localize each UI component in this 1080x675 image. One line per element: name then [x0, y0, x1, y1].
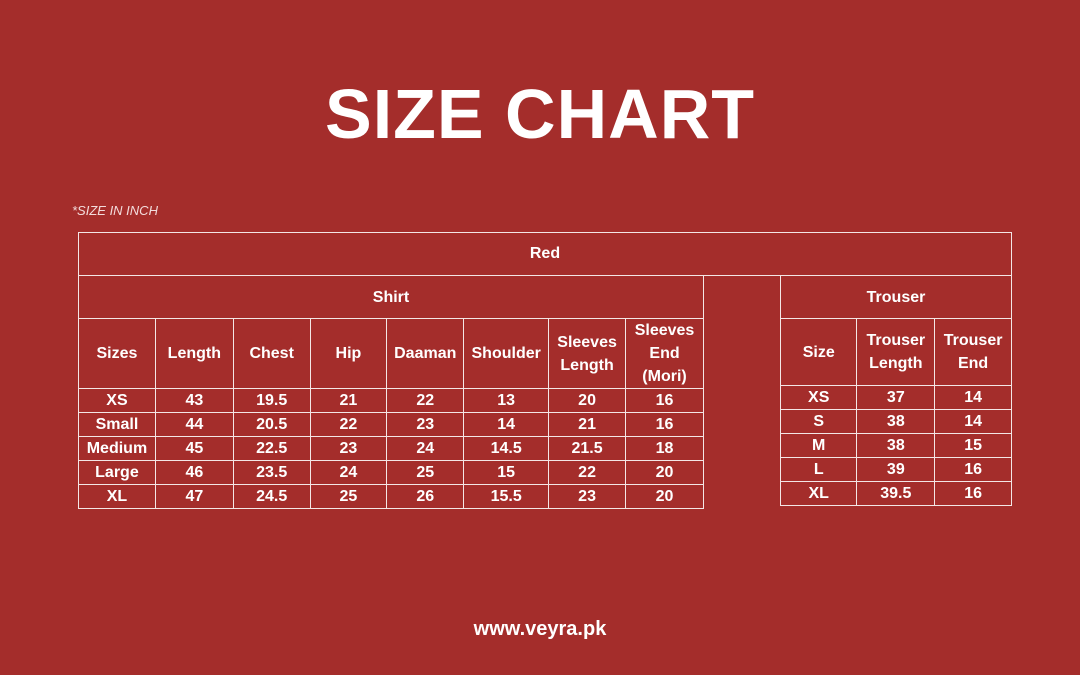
table-row: XL 39.5 16 [779, 481, 1012, 506]
table-row: Small 44 20.5 22 23 14 21 16 [78, 412, 704, 437]
column-header: Trouser End [934, 318, 1012, 386]
size-cell: L [779, 457, 858, 482]
measurement-cell: 16 [625, 412, 704, 437]
measurement-cell: 24 [386, 436, 465, 461]
measurement-cell: 44 [154, 412, 234, 437]
column-header: Length [154, 318, 234, 389]
measurement-cell: 20 [548, 388, 627, 413]
table-row: XS 43 19.5 21 22 13 20 16 [78, 388, 704, 413]
measurement-cell: 15.5 [463, 484, 550, 509]
measurement-cell: 22.5 [232, 436, 311, 461]
measurement-cell: 19.5 [232, 388, 311, 413]
size-cell: XL [779, 481, 858, 506]
table-row: L 39 16 [779, 457, 1012, 482]
table-row: XL 47 24.5 25 26 15.5 23 20 [78, 484, 704, 509]
measurement-cell: 26 [386, 484, 465, 509]
column-header: Hip [309, 318, 388, 389]
measurement-cell: 21.5 [548, 436, 627, 461]
measurement-cell: 16 [934, 481, 1012, 506]
measurement-cell: 24.5 [232, 484, 311, 509]
shirt-size-table: Shirt Sizes Length Chest Hip Daaman Shoulder Sl… [78, 275, 704, 509]
size-cell: M [779, 433, 858, 458]
table-row: S 38 14 [779, 409, 1012, 434]
measurement-cell: 15 [463, 460, 550, 485]
measurement-cell: 38 [856, 409, 936, 434]
column-header: Daaman [386, 318, 465, 389]
measurement-cell: 18 [625, 436, 704, 461]
measurement-cell: 14 [934, 409, 1012, 434]
measurement-cell: 21 [548, 412, 627, 437]
measurement-cell: 37 [856, 385, 936, 410]
measurement-cell: 25 [309, 484, 388, 509]
column-header: Sizes [78, 318, 156, 389]
website-url: www.veyra.pk [473, 618, 607, 640]
table-row: Medium 45 22.5 23 24 14.5 21.5 18 [78, 436, 704, 461]
measurement-cell: 16 [625, 388, 704, 413]
unit-note: *SIZE IN INCH [72, 203, 158, 218]
measurement-cell: 23 [548, 484, 627, 509]
measurement-cell: 23.5 [232, 460, 311, 485]
column-header: Trouser Length [856, 318, 936, 386]
measurement-cell: 39.5 [856, 481, 936, 506]
size-cell: S [779, 409, 858, 434]
size-cell: XL [78, 484, 156, 509]
column-header: Sleeves Length [548, 318, 627, 389]
measurement-cell: 20 [625, 460, 704, 485]
measurement-cell: 13 [463, 388, 550, 413]
trouser-size-table: Trouser Size Trouser Length Trouser End XS 3… [779, 275, 1012, 506]
measurement-cell: 15 [934, 433, 1012, 458]
measurement-cell: 23 [309, 436, 388, 461]
shirt-group-label: Shirt [78, 275, 704, 319]
measurement-cell: 25 [386, 460, 465, 485]
size-cell: XS [78, 388, 156, 413]
column-header: Sleeves End (Mori) [625, 318, 704, 389]
column-header: Size [779, 318, 858, 386]
table-row: XS 37 14 [779, 385, 1012, 410]
table-row: M 38 15 [779, 433, 1012, 458]
trouser-group-label: Trouser [780, 275, 1012, 319]
size-cell: Large [78, 460, 156, 485]
measurement-cell: 23 [386, 412, 465, 437]
measurement-cell: 16 [934, 457, 1012, 482]
measurement-cell: 24 [309, 460, 388, 485]
measurement-cell: 46 [154, 460, 234, 485]
measurement-cell: 22 [386, 388, 465, 413]
size-cell: XS [779, 385, 858, 410]
page-title: SIZE CHART [325, 75, 755, 153]
column-header: Chest [232, 318, 311, 389]
size-cell: Small [78, 412, 156, 437]
color-group-header: Red [78, 232, 1012, 276]
measurement-cell: 14 [463, 412, 550, 437]
measurement-cell: 14.5 [463, 436, 550, 461]
measurement-cell: 20.5 [232, 412, 311, 437]
measurement-cell: 47 [154, 484, 234, 509]
measurement-cell: 14 [934, 385, 1012, 410]
measurement-cell: 39 [856, 457, 936, 482]
column-header: Shoulder [463, 318, 550, 389]
measurement-cell: 21 [309, 388, 388, 413]
measurement-cell: 20 [625, 484, 704, 509]
measurement-cell: 43 [154, 388, 234, 413]
measurement-cell: 22 [309, 412, 388, 437]
measurement-cell: 45 [154, 436, 234, 461]
table-row: Large 46 23.5 24 25 15 22 20 [78, 460, 704, 485]
size-cell: Medium [78, 436, 156, 461]
measurement-cell: 38 [856, 433, 936, 458]
measurement-cell: 22 [548, 460, 627, 485]
